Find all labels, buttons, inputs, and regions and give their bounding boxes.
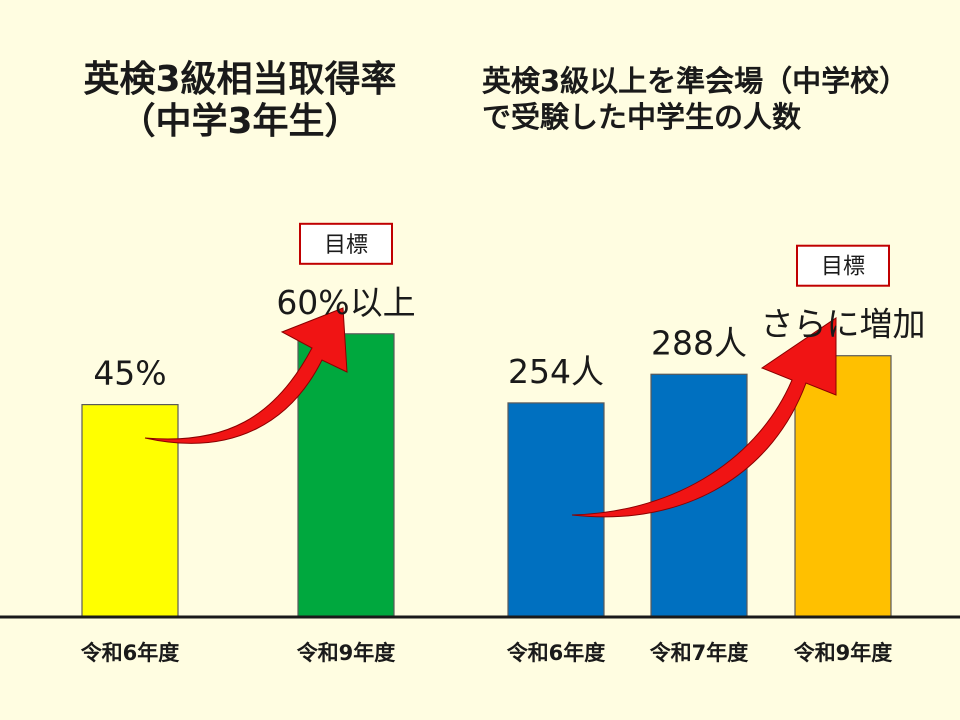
category-label-1-1: 令和7年度	[650, 641, 749, 665]
bar-0-1	[297, 333, 395, 618]
category-label-1-2: 令和9年度	[794, 641, 893, 665]
target-badge-label-1: 目標	[821, 255, 865, 280]
left-chart-title-line1: 英検3級相当取得率	[83, 59, 397, 100]
bar-1-0	[507, 402, 605, 618]
target-badge-1	[796, 244, 890, 287]
value-label-0-1: 60%以上	[276, 283, 415, 322]
value-label-1-1: 288人	[651, 323, 747, 362]
bar-0-0	[81, 404, 179, 618]
target-badge-0	[299, 222, 393, 265]
category-label-1-0: 令和6年度	[507, 641, 606, 665]
arrows-layer	[144, 307, 837, 518]
right-chart-title-line2: で受験した中学生の人数	[482, 100, 802, 134]
trend-arrow-left	[144, 307, 348, 444]
category-label-0-1: 令和9年度	[297, 641, 396, 665]
left-chart-title-line2: （中学3年生）	[119, 101, 361, 142]
category-label-0-0: 令和6年度	[81, 641, 180, 665]
value-label-0-0: 45%	[93, 354, 166, 393]
value-label-1-2: さらに増加	[761, 305, 926, 344]
value-label-1-0: 254人	[508, 352, 604, 391]
bars-layer	[0, 333, 960, 619]
bar-1-2	[794, 355, 892, 618]
right-chart-title-line1: 英検3級以上を準会場（中学校）	[482, 64, 909, 98]
trend-arrow-right	[571, 317, 837, 518]
target-badge-label-0: 目標	[324, 233, 368, 258]
